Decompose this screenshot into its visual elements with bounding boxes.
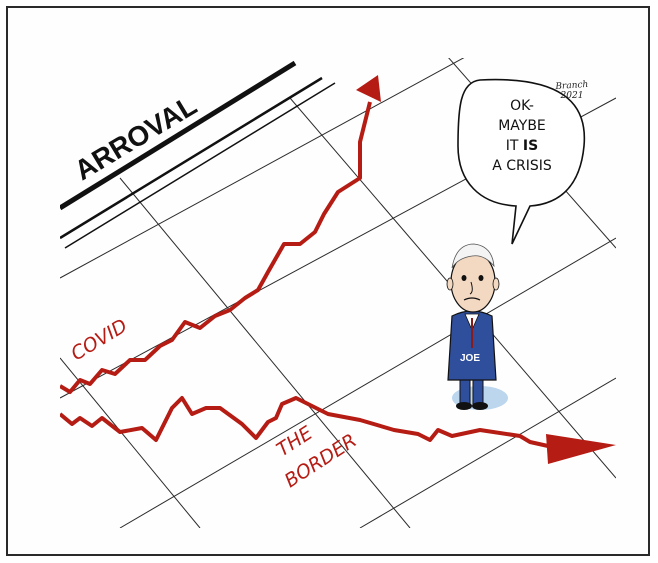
cartoon-panel: ARROVAL COVID THE BORDER OK- MAYBE IT IS: [60, 58, 616, 528]
border-arrowhead: [546, 434, 616, 464]
speech-line-3-prefix: IT: [506, 138, 523, 154]
border-trend-line: THE BORDER: [60, 396, 616, 492]
covid-label: COVID: [67, 315, 131, 366]
speech-line-2: MAYBE: [498, 118, 546, 134]
artist-signature: Branch 2021: [554, 80, 589, 101]
speech-bubble: OK- MAYBE IT IS A CRISIS: [457, 78, 586, 245]
cartoon-drawing: ARROVAL COVID THE BORDER OK- MAYBE IT IS: [60, 58, 616, 528]
speech-line-3: IT IS: [506, 138, 538, 154]
jacket-label: JOE: [460, 353, 480, 364]
banner-text: ARROVAL: [69, 89, 202, 186]
speech-line-4: A CRISIS: [492, 158, 552, 174]
covid-trend-line: COVID: [60, 75, 381, 394]
speech-line-1: OK-: [510, 98, 534, 114]
speech-line-3-bold: IS: [523, 138, 538, 154]
joe-figure: JOE: [446, 243, 508, 410]
signature-line-1: Branch: [554, 80, 589, 92]
covid-arrowhead: [356, 75, 381, 102]
cartoon-frame: ARROVAL COVID THE BORDER OK- MAYBE IT IS: [6, 6, 650, 556]
approval-banner: ARROVAL: [60, 60, 336, 249]
signature-line-2: 2021: [560, 91, 584, 101]
